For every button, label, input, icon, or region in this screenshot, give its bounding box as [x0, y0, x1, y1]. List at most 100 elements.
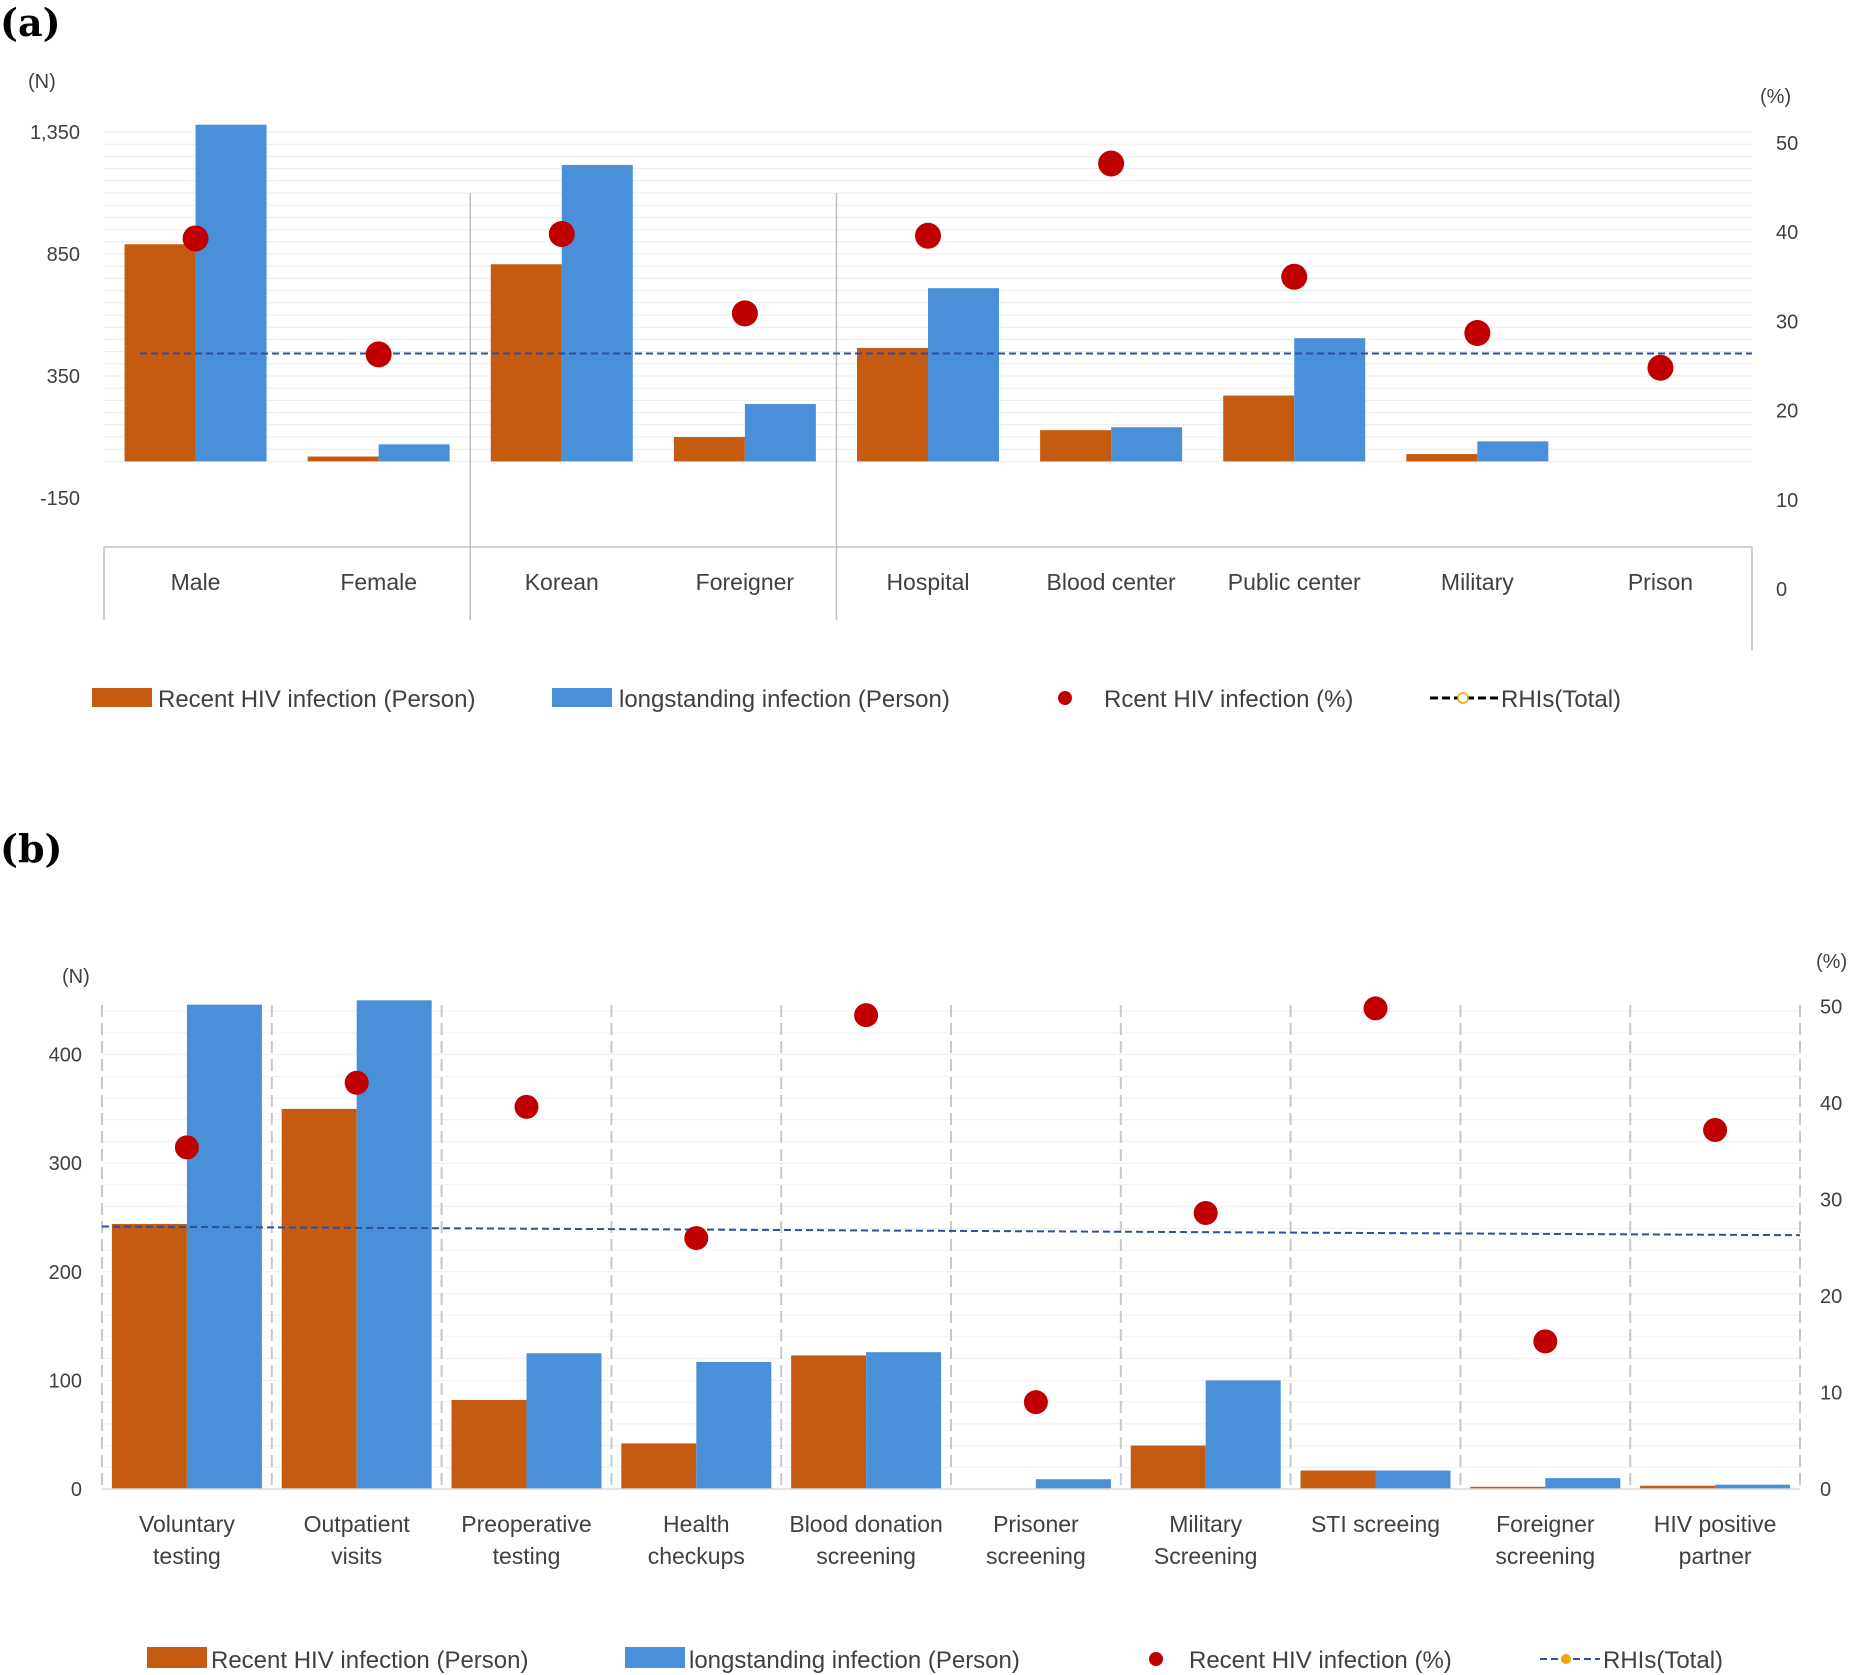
- bar-recent-0: [111, 1224, 187, 1489]
- category-label: Military: [1441, 569, 1514, 595]
- right-tick-label: 50: [1776, 133, 1798, 155]
- bar-longstanding-6: [1294, 338, 1366, 462]
- left-tick-label: 850: [47, 244, 80, 266]
- category-label: Foreigner: [696, 569, 795, 595]
- category-label: Female: [340, 569, 417, 595]
- dot-pct-8: [1533, 1329, 1558, 1354]
- category-label: Korean: [525, 569, 599, 595]
- category-label: Public center: [1228, 569, 1361, 595]
- category-label: Voluntary: [139, 1511, 235, 1537]
- category-label: checkups: [648, 1543, 745, 1569]
- right-tick-label: 10: [1820, 1383, 1842, 1405]
- left-tick-label: 100: [49, 1370, 82, 1392]
- category-label: Hospital: [886, 569, 969, 595]
- left-tick-label: 0: [71, 1479, 82, 1501]
- category-label: Screening: [1154, 1543, 1258, 1569]
- dot-pct-5: [1023, 1390, 1048, 1415]
- legend-swatch-dot: [1149, 1652, 1163, 1666]
- legend-swatch-marker: [1561, 1654, 1571, 1664]
- dot-pct-4: [915, 222, 941, 249]
- left-tick-label: 400: [49, 1045, 82, 1067]
- legend-label: Rcent HIV infection (%): [1104, 686, 1353, 713]
- category-label: screening: [986, 1543, 1086, 1569]
- left-tick-label: 300: [49, 1153, 82, 1175]
- dot-pct-3: [731, 300, 758, 327]
- panel-label-a: (a): [0, 0, 61, 45]
- dot-pct-7: [1464, 319, 1491, 346]
- left-tick-label: 1,350: [30, 122, 80, 144]
- dot-pct-3: [684, 1226, 709, 1251]
- dot-pct-2: [548, 220, 575, 247]
- category-label: visits: [331, 1543, 382, 1569]
- bar-recent-9: [1640, 1485, 1716, 1489]
- bar-longstanding-4: [866, 1352, 942, 1489]
- dot-pct-5: [1098, 150, 1125, 177]
- category-label: Foreigner: [1496, 1511, 1595, 1537]
- category-label: testing: [493, 1543, 561, 1569]
- bar-longstanding-5: [1111, 427, 1183, 462]
- legend-label: Recent HIV infection (Person): [158, 686, 475, 713]
- bar-recent-7: [1406, 454, 1478, 462]
- left-axis-unit: (N): [62, 966, 90, 988]
- legend-label: longstanding infection (Person): [619, 686, 950, 713]
- bar-longstanding-7: [1375, 1470, 1451, 1489]
- right-tick-label: 10: [1776, 490, 1798, 512]
- left-tick-label: -150: [40, 488, 80, 510]
- legend-label: Recent HIV infection (%): [1189, 1647, 1452, 1674]
- dot-pct-7: [1363, 996, 1388, 1021]
- dot-pct-8: [1647, 354, 1674, 381]
- category-label: Prison: [1628, 569, 1693, 595]
- legend-swatch-dot: [1058, 691, 1072, 705]
- panel-b: (b)(N)(%)400300200100050403020100Volunta…: [0, 826, 1847, 1674]
- category-label: STI screeing: [1311, 1511, 1440, 1537]
- category-label: Military: [1169, 1511, 1242, 1537]
- category-label: Outpatient: [304, 1511, 411, 1537]
- bar-longstanding-2: [561, 164, 633, 462]
- legend-label: RHIs(Total): [1501, 686, 1621, 713]
- dot-pct-0: [174, 1135, 199, 1160]
- category-label: Prisoner: [993, 1511, 1079, 1537]
- bar-recent-6: [1130, 1445, 1206, 1489]
- dot-pct-0: [182, 225, 209, 252]
- bar-longstanding-4: [928, 288, 999, 462]
- legend-swatch-longstanding: [552, 688, 612, 707]
- category-label: testing: [153, 1543, 221, 1569]
- right-tick-label: 20: [1820, 1286, 1842, 1308]
- bar-recent-8: [1470, 1486, 1546, 1489]
- category-label: partner: [1679, 1543, 1752, 1569]
- bar-longstanding-3: [744, 404, 816, 462]
- bar-longstanding-1: [378, 444, 450, 462]
- category-label: Blood center: [1047, 569, 1176, 595]
- right-axis-unit: (%): [1760, 86, 1791, 108]
- right-tick-label: 20: [1776, 401, 1798, 423]
- right-tick-label: 30: [1776, 311, 1798, 333]
- rhis-total-line: [101, 1225, 1801, 1237]
- bar-recent-2: [451, 1399, 527, 1489]
- legend-swatch-longstanding: [625, 1647, 685, 1668]
- legend-swatch-marker: [1457, 692, 1469, 704]
- right-tick-label: 30: [1820, 1190, 1842, 1212]
- bar-recent-3: [621, 1443, 697, 1489]
- dot-pct-1: [344, 1070, 369, 1095]
- bar-recent-4: [791, 1355, 867, 1489]
- legend-swatch-recent: [147, 1647, 207, 1668]
- dot-pct-9: [1703, 1118, 1728, 1143]
- category-label: HIV positive: [1654, 1511, 1777, 1537]
- bar-recent-2: [490, 264, 562, 462]
- legend-label: longstanding infection (Person): [689, 1647, 1020, 1674]
- bar-longstanding-8: [1545, 1478, 1621, 1489]
- bar-recent-5: [1040, 430, 1112, 462]
- category-label: Blood donation: [789, 1511, 942, 1537]
- bar-recent-6: [1223, 395, 1295, 462]
- legend-label: Recent HIV infection (Person): [211, 1647, 528, 1674]
- right-tick-label: 0: [1820, 1479, 1831, 1501]
- bar-recent-4: [857, 347, 928, 462]
- bar-longstanding-7: [1477, 441, 1549, 462]
- dot-pct-6: [1281, 263, 1308, 290]
- bar-recent-3: [673, 437, 745, 462]
- bar-longstanding-0: [195, 124, 267, 462]
- category-label: screening: [816, 1543, 916, 1569]
- left-tick-label: 350: [47, 366, 80, 388]
- bar-longstanding-1: [356, 1000, 432, 1489]
